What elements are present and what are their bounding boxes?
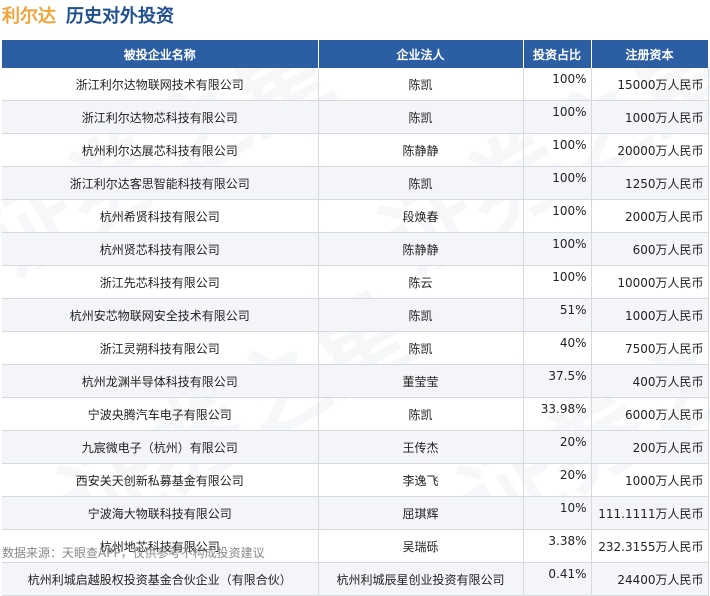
- capital-cell: 200万人民币: [591, 430, 709, 464]
- column-header-capital: 注册资本: [591, 40, 709, 68]
- column-header-ratio: 投资占比: [523, 40, 592, 68]
- legal-rep-cell: 陈凯: [318, 166, 524, 200]
- capital-cell: 10000万人民币: [591, 265, 709, 299]
- legal-rep-cell: 陈凯: [318, 331, 524, 365]
- page-title: 利尔达 历史对外投资: [0, 0, 710, 30]
- table-row: 浙江利尔达客思智能科技有限公司 陈凯 100% 1250万人民币: [2, 166, 709, 200]
- table-row: 杭州龙渊半导体科技有限公司 董莹莹 37.5% 400万人民币: [2, 364, 709, 398]
- column-header-company: 被投企业名称: [2, 40, 319, 68]
- table-row: 西安关天创新私募基金有限公司 李逸飞 20% 1000万人民币: [2, 463, 709, 497]
- company-name-cell: 杭州利城启越股权投资基金合伙企业（有限合伙）: [2, 562, 319, 596]
- company-name-cell: 杭州贤芯科技有限公司: [2, 232, 319, 266]
- capital-cell: 1250万人民币: [591, 166, 709, 200]
- ratio-cell: 100%: [523, 133, 592, 167]
- company-name-cell: 浙江利尔达物联网技术有限公司: [2, 68, 319, 101]
- section-title: 历史对外投资: [66, 6, 174, 27]
- ratio-cell: 3.38%: [523, 529, 592, 563]
- ratio-cell: 100%: [523, 166, 592, 200]
- table-row: 杭州希贤科技有限公司 段焕春 100% 2000万人民币: [2, 199, 709, 233]
- table-row: 浙江利尔达物芯科技有限公司 陈凯 100% 1000万人民币: [2, 100, 709, 134]
- table-row: 杭州地芯科技有限公司 吴瑞砾 3.38% 232.3155万人民币: [2, 529, 709, 563]
- table-body: 浙江利尔达物联网技术有限公司 陈凯 100% 15000万人民币 浙江利尔达物芯科技有限…: [2, 68, 709, 596]
- table-row: 杭州利尔达展芯科技有限公司 陈静静 100% 20000万人民币: [2, 133, 709, 167]
- capital-cell: 1000万人民币: [591, 463, 709, 497]
- legal-rep-cell: 屈琪辉: [318, 496, 524, 530]
- legal-rep-cell: 陈静静: [318, 133, 524, 167]
- company-name-cell: 杭州安芯物联网安全技术有限公司: [2, 298, 319, 332]
- capital-cell: 1000万人民币: [591, 298, 709, 332]
- company-name-cell: 宁波央腾汽车电子有限公司: [2, 397, 319, 431]
- legal-rep-cell: 王传杰: [318, 430, 524, 464]
- table-row: 浙江先芯科技有限公司 陈云 100% 10000万人民币: [2, 265, 709, 299]
- legal-rep-cell: 陈静静: [318, 232, 524, 266]
- table-header-row: 被投企业名称 企业法人 投资占比 注册资本: [2, 40, 709, 68]
- capital-cell: 7500万人民币: [591, 331, 709, 365]
- table-row: 浙江利尔达物联网技术有限公司 陈凯 100% 15000万人民币: [2, 68, 709, 101]
- table-row: 宁波海大物联科技有限公司 屈琪辉 10% 111.1111万人民币: [2, 496, 709, 530]
- table-row: 宁波央腾汽车电子有限公司 陈凯 33.98% 6000万人民币: [2, 397, 709, 431]
- table-row: 杭州利城启越股权投资基金合伙企业（有限合伙） 杭州利城辰星创业投资有限公司 0.41…: [2, 562, 709, 596]
- capital-cell: 600万人民币: [591, 232, 709, 266]
- capital-cell: 20000万人民币: [591, 133, 709, 167]
- company-name-cell: 浙江利尔达物芯科技有限公司: [2, 100, 319, 134]
- table-row: 杭州安芯物联网安全技术有限公司 陈凯 51% 1000万人民币: [2, 298, 709, 332]
- ratio-cell: 100%: [523, 100, 592, 134]
- ratio-cell: 100%: [523, 265, 592, 299]
- ratio-cell: 37.5%: [523, 364, 592, 398]
- legal-rep-cell: 吴瑞砾: [318, 529, 524, 563]
- capital-cell: 15000万人民币: [591, 68, 709, 101]
- company-name-cell: 杭州龙渊半导体科技有限公司: [2, 364, 319, 398]
- ratio-cell: 33.98%: [523, 397, 592, 431]
- capital-cell: 1000万人民币: [591, 100, 709, 134]
- ratio-cell: 0.41%: [523, 562, 592, 596]
- ratio-cell: 20%: [523, 463, 592, 497]
- company-name-cell: 浙江先芯科技有限公司: [2, 265, 319, 299]
- legal-rep-cell: 杭州利城辰星创业投资有限公司: [318, 562, 524, 596]
- ratio-cell: 100%: [523, 199, 592, 233]
- table-row: 九宸微电子（杭州）有限公司 王传杰 20% 200万人民币: [2, 430, 709, 464]
- capital-cell: 6000万人民币: [591, 397, 709, 431]
- ratio-cell: 100%: [523, 68, 592, 101]
- company-name-cell: 杭州利尔达展芯科技有限公司: [2, 133, 319, 167]
- company-name-cell: 西安关天创新私募基金有限公司: [2, 463, 319, 497]
- ratio-cell: 51%: [523, 298, 592, 332]
- investment-table: 被投企业名称 企业法人 投资占比 注册资本 浙江利尔达物联网技术有限公司 陈凯 10…: [2, 40, 709, 596]
- company-name-cell: 杭州地芯科技有限公司: [2, 529, 319, 563]
- capital-cell: 232.3155万人民币: [591, 529, 709, 563]
- capital-cell: 24400万人民币: [591, 562, 709, 596]
- table-row: 浙江灵朔科技有限公司 陈凯 40% 7500万人民币: [2, 331, 709, 365]
- data-source-note: 数据来源：天眼查APP，仅供参考不构成投资建议: [2, 546, 265, 560]
- table-row: 杭州贤芯科技有限公司 陈静静 100% 600万人民币: [2, 232, 709, 266]
- legal-rep-cell: 李逸飞: [318, 463, 524, 497]
- ratio-cell: 20%: [523, 430, 592, 464]
- company-name-cell: 浙江灵朔科技有限公司: [2, 331, 319, 365]
- column-header-legal-rep: 企业法人: [318, 40, 524, 68]
- legal-rep-cell: 陈凯: [318, 68, 524, 101]
- legal-rep-cell: 董莹莹: [318, 364, 524, 398]
- legal-rep-cell: 陈云: [318, 265, 524, 299]
- capital-cell: 2000万人民币: [591, 199, 709, 233]
- legal-rep-cell: 段焕春: [318, 199, 524, 233]
- company-name-cell: 九宸微电子（杭州）有限公司: [2, 430, 319, 464]
- company-name-cell: 杭州希贤科技有限公司: [2, 199, 319, 233]
- legal-rep-cell: 陈凯: [318, 298, 524, 332]
- legal-rep-cell: 陈凯: [318, 397, 524, 431]
- company-name: 利尔达: [2, 6, 56, 27]
- ratio-cell: 10%: [523, 496, 592, 530]
- ratio-cell: 100%: [523, 232, 592, 266]
- capital-cell: 111.1111万人民币: [591, 496, 709, 530]
- capital-cell: 400万人民币: [591, 364, 709, 398]
- company-name-cell: 浙江利尔达客思智能科技有限公司: [2, 166, 319, 200]
- legal-rep-cell: 陈凯: [318, 100, 524, 134]
- ratio-cell: 40%: [523, 331, 592, 365]
- company-name-cell: 宁波海大物联科技有限公司: [2, 496, 319, 530]
